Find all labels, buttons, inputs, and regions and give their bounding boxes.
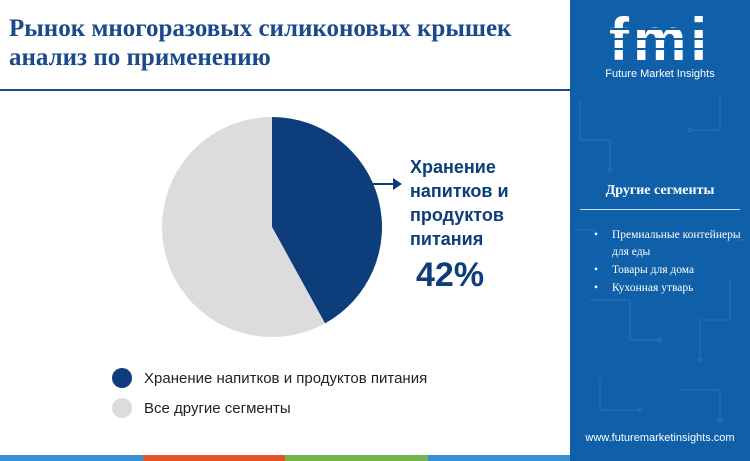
legend-label: Все другие сегменты bbox=[144, 399, 291, 417]
bullet-icon: • bbox=[594, 229, 599, 241]
segment-item: • Товары для дома bbox=[594, 262, 744, 279]
legend-swatch bbox=[112, 398, 132, 418]
sidebar: fmi Future Market Insights Другие сегмен… bbox=[570, 0, 750, 461]
chart-legend: Хранение напитков и продуктов питания Вс… bbox=[112, 367, 427, 427]
legend-label: Хранение напитков и продуктов питания bbox=[144, 369, 428, 387]
callout-arrow-icon bbox=[373, 178, 402, 190]
segments-title: Другие сегменты bbox=[605, 183, 715, 198]
pie-slice-other bbox=[161, 117, 325, 337]
segment-item: • Премиальные контейнеры для еды bbox=[594, 229, 741, 258]
website-url: www.futuremarketinsights.com bbox=[585, 432, 735, 444]
circuit-pattern bbox=[575, 95, 748, 423]
bottom-color-bar bbox=[0, 455, 570, 461]
legend-swatch bbox=[112, 368, 132, 388]
brand-name: Future Market Insights bbox=[605, 68, 715, 80]
bar-segment bbox=[285, 455, 428, 461]
pie-slice-food-storage bbox=[272, 117, 382, 324]
pie-chart bbox=[161, 117, 382, 337]
slice-callout: Хранение напитков и продуктов питания 42… bbox=[410, 155, 570, 295]
title-divider bbox=[0, 89, 570, 91]
legend-item-other: Все другие сегменты bbox=[112, 397, 427, 419]
bullet-icon: • bbox=[594, 264, 599, 276]
callout-label: Хранение напитков и продуктов питания bbox=[410, 157, 509, 249]
svg-text:fmi: fmi bbox=[609, 8, 711, 73]
segments-divider bbox=[580, 209, 740, 210]
callout-value: 42% bbox=[416, 256, 485, 294]
fmi-logo: fmi bbox=[590, 8, 730, 73]
segments-list: • Премиальные контейнеры для еды • Товары … bbox=[594, 227, 744, 298]
bar-segment bbox=[427, 455, 570, 461]
bullet-icon: • bbox=[594, 282, 599, 294]
bar-segment bbox=[0, 455, 143, 461]
bar-segment bbox=[142, 455, 285, 461]
page-title: Рынок многоразовых силиконовых крышек ан… bbox=[9, 15, 512, 71]
legend-item-food-storage: Хранение напитков и продуктов питания bbox=[112, 367, 427, 389]
segment-item: • Кухонная утварь bbox=[594, 280, 744, 297]
